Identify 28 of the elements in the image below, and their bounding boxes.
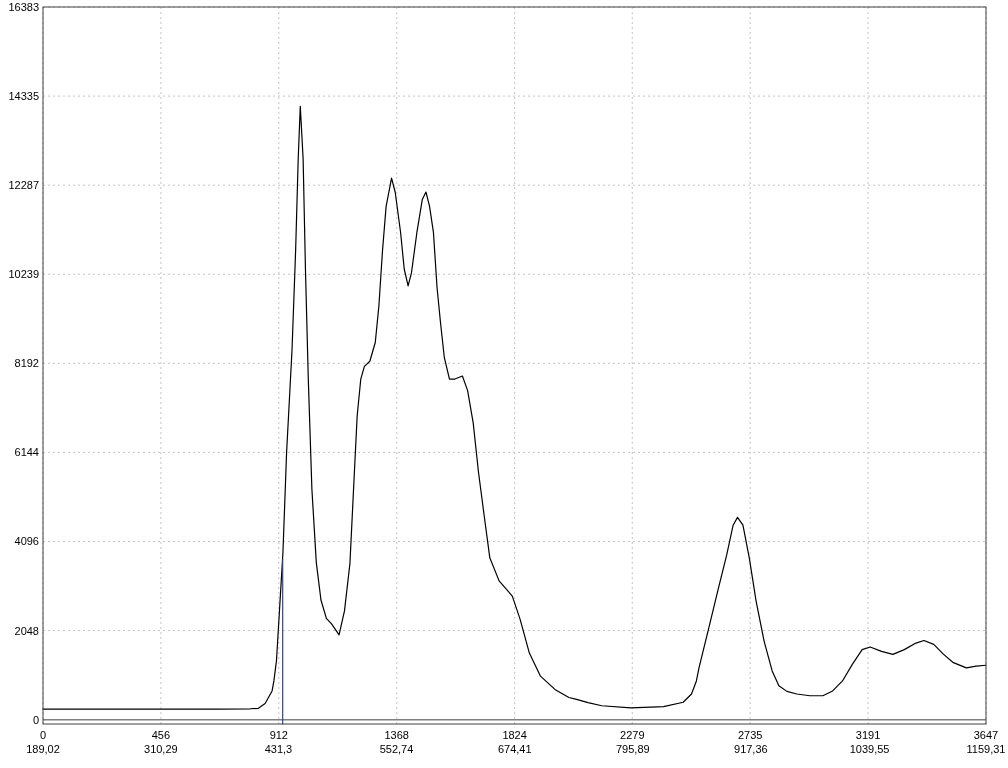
y-tick-label: 16383 [8, 1, 39, 13]
y-tick-label: 14335 [8, 90, 39, 103]
y-tick-label: 0 [32, 713, 39, 726]
x2-tick-label: 1039,55 [849, 743, 890, 755]
x-tick-label: 2279 [620, 729, 645, 741]
x-tick-label: 2735 [737, 729, 763, 741]
y-tick-label: 6144 [14, 446, 39, 459]
x2-tick-label: 1159,31 [966, 743, 1006, 755]
x-tick-label: 3191 [855, 729, 881, 741]
x2-tick-label: 310,29 [144, 743, 178, 755]
y-tick-label: 2048 [14, 624, 39, 637]
line-series [42, 105, 987, 710]
x-tick-label: 1368 [384, 729, 409, 741]
y-tick-label: 4096 [14, 535, 39, 548]
x-tick-label: 3647 [973, 729, 999, 741]
x-tick-label: 456 [151, 729, 171, 741]
x2-tick-label: 917,36 [734, 743, 768, 755]
y-tick-label: 12287 [8, 179, 39, 192]
x2-tick-label: 552,74 [379, 743, 414, 755]
y-tick-label: 10239 [8, 268, 39, 281]
x2-tick-label: 674,41 [497, 743, 532, 755]
x2-tick-label: 431,3 [264, 743, 293, 755]
x-tick-label: 912 [269, 729, 288, 741]
x2-tick-label: 795,89 [615, 743, 650, 755]
x-tick-label: 0 [39, 729, 47, 741]
x-tick-label: 1824 [502, 729, 527, 741]
y-tick-label: 8192 [14, 357, 39, 370]
x2-tick-label: 189,02 [26, 743, 60, 755]
